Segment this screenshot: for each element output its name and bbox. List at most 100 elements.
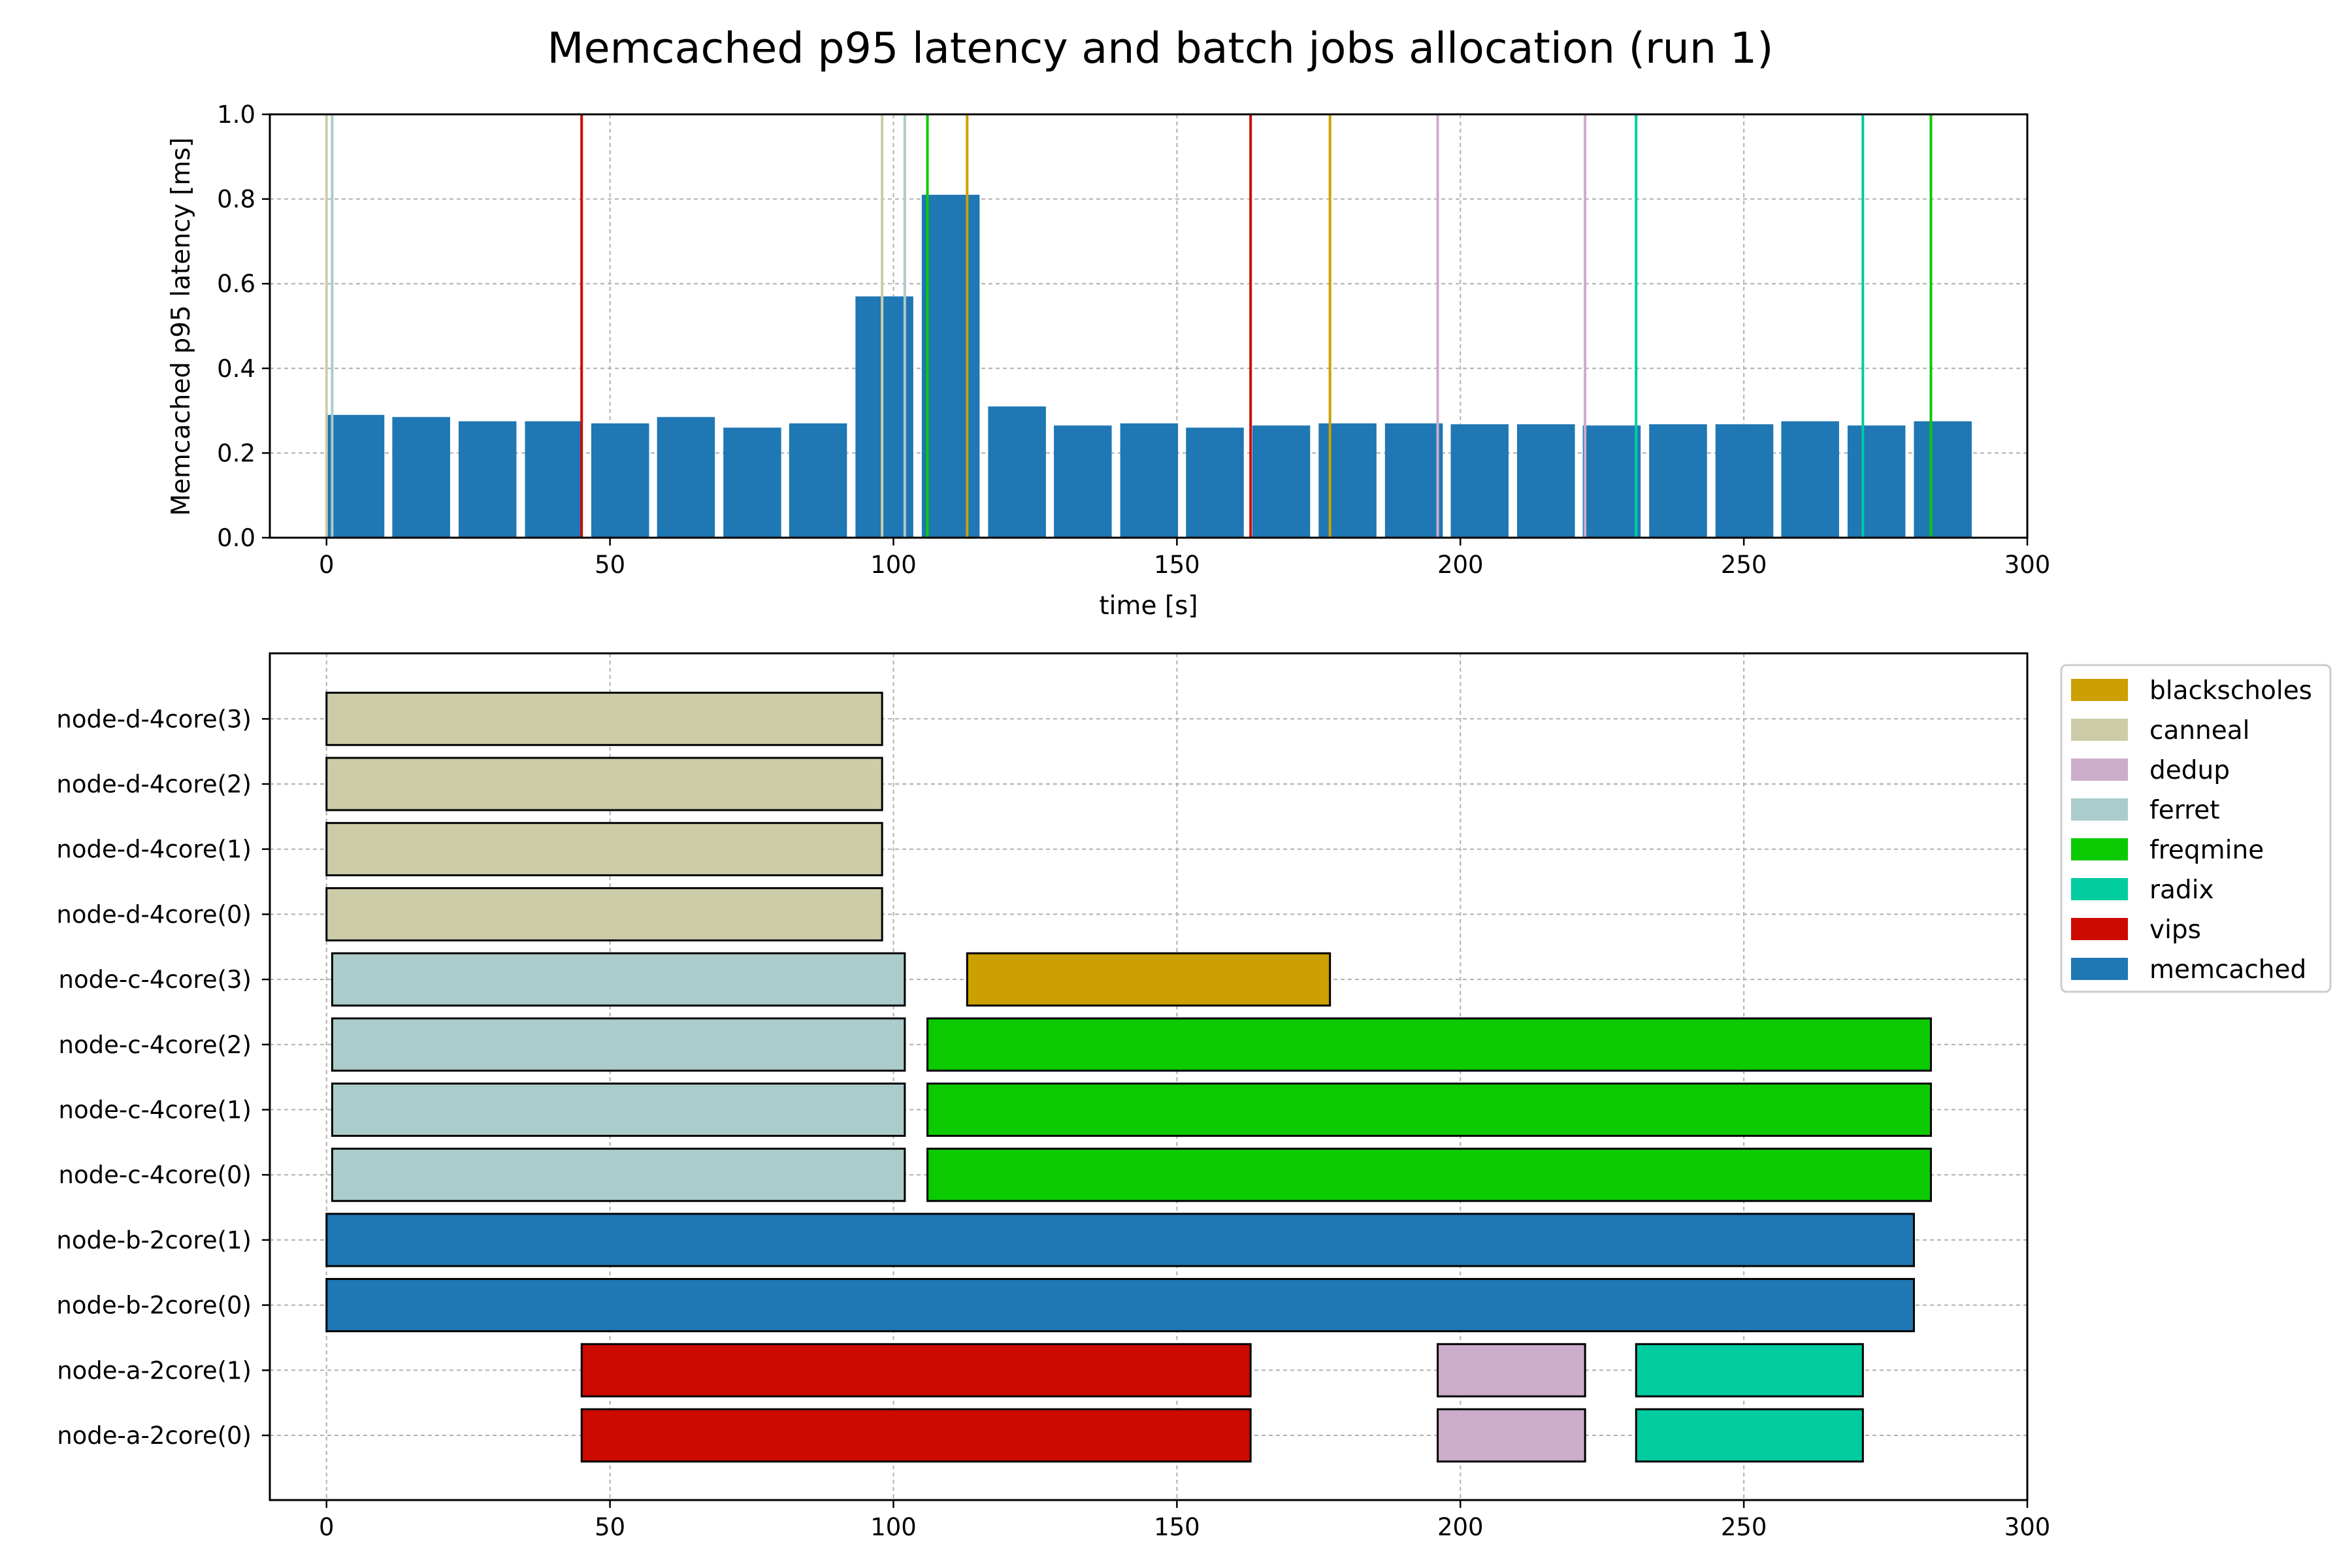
allocation-x-ticks: 0 50 100 150 200 250 300 xyxy=(319,1500,2050,1541)
latency-bar xyxy=(591,423,649,538)
legend-label-memcached: memcached xyxy=(2149,955,2306,985)
y-tick-label: 0.0 xyxy=(217,524,255,552)
x-tick-label: 0 xyxy=(319,1513,335,1541)
task-bar-canneal xyxy=(325,822,883,877)
task-bar-vips xyxy=(580,1408,1252,1463)
legend-swatch-ferret xyxy=(2071,798,2128,821)
task-bar-freqmine xyxy=(926,1147,1932,1202)
x-tick-label: 200 xyxy=(1437,1513,1484,1541)
y-tick-label: node-d-4core(0) xyxy=(56,900,252,928)
latency-bar xyxy=(723,427,781,538)
latency-bar xyxy=(1252,425,1311,538)
task-bar-dedup xyxy=(1437,1408,1586,1463)
task-bar-memcached xyxy=(325,1278,1915,1333)
x-tick-label: 50 xyxy=(595,1513,625,1541)
task-bar-ferret xyxy=(331,1147,906,1202)
x-tick-label: 300 xyxy=(2004,551,2051,579)
latency-y-axis-label: Memcached p95 latency [ms] xyxy=(167,137,196,515)
latency-bar xyxy=(921,195,980,538)
task-bar-radix xyxy=(1635,1408,1864,1463)
latency-bar xyxy=(1649,424,1707,538)
task-bar-ferret xyxy=(331,952,906,1007)
y-tick-label: node-c-4core(3) xyxy=(59,966,252,994)
latency-bar xyxy=(657,417,715,538)
legend-label-vips: vips xyxy=(2149,915,2201,945)
latency-y-ticks: 0.0 0.2 0.4 0.6 0.8 1.0 xyxy=(217,101,270,552)
legend-label-ferret: ferret xyxy=(2149,796,2220,825)
allocation-y-ticks: node-a-2core(0) node-a-2core(1) node-b-2co… xyxy=(56,705,270,1450)
legend-swatch-freqmine xyxy=(2071,838,2128,860)
y-tick-label: 0.4 xyxy=(217,355,255,383)
y-tick-label: 0.8 xyxy=(217,186,255,214)
task-bar-vips xyxy=(580,1343,1252,1397)
latency-bar xyxy=(326,415,385,538)
task-bar-memcached xyxy=(325,1213,1915,1267)
latency-bar xyxy=(1914,421,1972,538)
x-tick-label: 250 xyxy=(1721,551,1767,579)
latency-bar xyxy=(1781,421,1839,538)
x-tick-label: 150 xyxy=(1154,1513,1200,1541)
y-tick-label: node-d-4core(2) xyxy=(56,770,252,798)
latency-bar xyxy=(1186,427,1244,538)
latency-bar xyxy=(392,417,450,538)
task-bar-dedup xyxy=(1437,1343,1586,1397)
latency-x-ticks: 0 50 100 150 200 250 300 xyxy=(319,538,2050,579)
latency-bar xyxy=(458,421,517,538)
x-tick-label: 50 xyxy=(595,551,625,579)
latency-bar xyxy=(1054,425,1112,538)
y-tick-label: node-b-2core(0) xyxy=(56,1292,252,1320)
allocation-axes-frame xyxy=(269,652,2029,1501)
latency-axes-frame xyxy=(269,113,2029,539)
y-tick-label: node-d-4core(1) xyxy=(56,836,252,864)
legend-label-dedup: dedup xyxy=(2149,756,2230,785)
latency-bar xyxy=(1450,424,1509,538)
legend-swatch-radix xyxy=(2071,878,2128,900)
latency-bar xyxy=(1120,423,1179,538)
x-tick-label: 100 xyxy=(870,1513,917,1541)
latency-bar xyxy=(1517,424,1575,538)
task-bar-ferret xyxy=(331,1083,906,1137)
latency-bar xyxy=(1847,425,1906,538)
y-tick-label: node-c-4core(0) xyxy=(59,1161,252,1189)
x-tick-label: 250 xyxy=(1721,1513,1767,1541)
y-tick-label: node-a-2core(0) xyxy=(57,1422,252,1450)
latency-bars xyxy=(326,195,1972,538)
x-tick-label: 300 xyxy=(2004,1513,2051,1541)
legend-swatch-memcached xyxy=(2071,958,2128,980)
task-bar-canneal xyxy=(325,887,883,941)
legend-label-canneal: canneal xyxy=(2149,716,2250,745)
job-event-lines xyxy=(325,114,1933,538)
x-tick-label: 0 xyxy=(319,551,335,579)
figure-title: Memcached p95 latency and batch jobs all… xyxy=(547,24,1774,73)
y-tick-label: node-c-4core(1) xyxy=(59,1096,252,1124)
latency-bar xyxy=(1318,423,1377,538)
task-bar-ferret xyxy=(331,1017,906,1072)
y-tick-label: 1.0 xyxy=(217,101,255,129)
latency-bar xyxy=(789,423,847,538)
legend-frame xyxy=(2060,664,2332,993)
task-bar-freqmine xyxy=(926,1017,1932,1072)
y-tick-label: 0.2 xyxy=(217,439,255,467)
legend-swatch-canneal xyxy=(2071,719,2128,741)
y-tick-label: 0.6 xyxy=(217,270,255,298)
x-tick-label: 200 xyxy=(1437,551,1484,579)
legend-swatch-blackscholes xyxy=(2071,679,2128,701)
x-tick-label: 150 xyxy=(1154,551,1200,579)
latency-bar xyxy=(1582,425,1641,538)
y-tick-label: node-d-4core(3) xyxy=(56,705,252,733)
legend-label-radix: radix xyxy=(2149,875,2214,905)
latency-bar xyxy=(1715,424,1774,538)
task-bar-canneal xyxy=(325,757,883,811)
task-bar-radix xyxy=(1635,1343,1864,1397)
latency-bar xyxy=(988,406,1046,538)
y-tick-label: node-b-2core(1) xyxy=(56,1226,252,1254)
y-tick-label: node-c-4core(2) xyxy=(59,1031,252,1059)
latency-bar xyxy=(1384,423,1443,538)
legend-swatch-dedup xyxy=(2071,759,2128,781)
latency-panel: 0 50 100 150 200 250 300 0.0 0.2 0.4 0.6 0.8 1.0 ti… xyxy=(167,101,2050,621)
legend-label-freqmine: freqmine xyxy=(2149,836,2264,865)
legend-swatch-vips xyxy=(2071,918,2128,940)
y-tick-label: node-a-2core(1) xyxy=(57,1356,252,1384)
x-tick-label: 100 xyxy=(870,551,917,579)
allocation-panel: 0 50 100 150 200 250 300 node-a-2core(0)node-a… xyxy=(56,652,2050,1541)
